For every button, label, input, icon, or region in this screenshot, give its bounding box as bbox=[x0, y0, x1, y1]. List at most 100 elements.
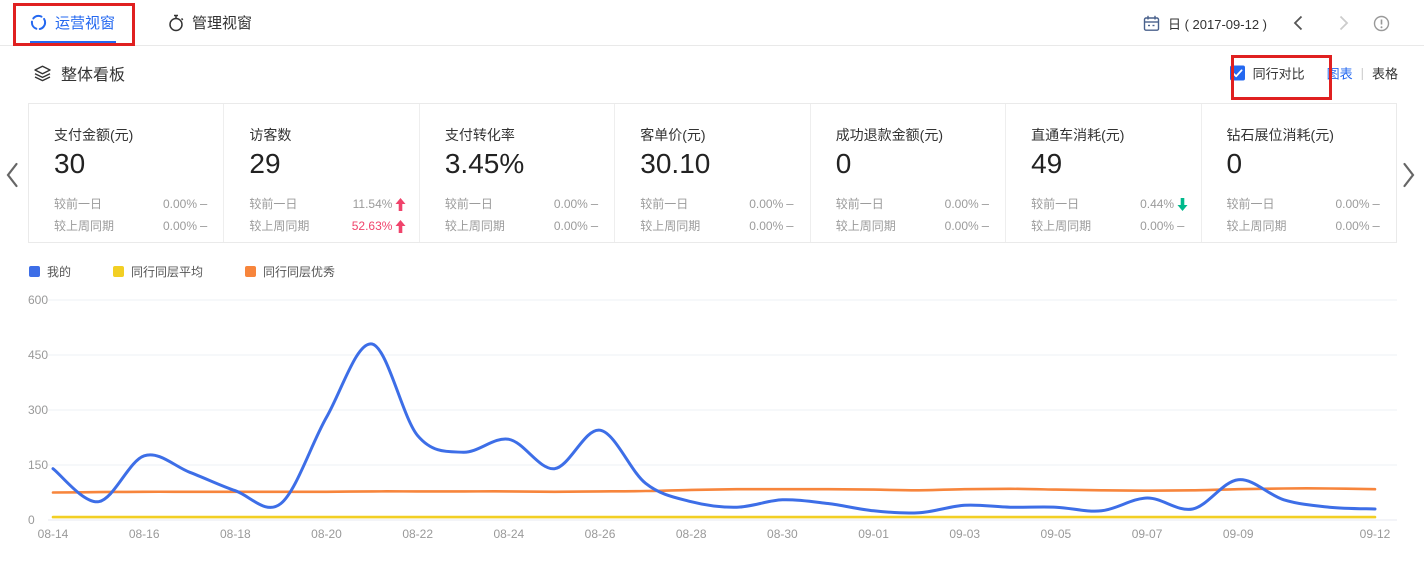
shield-cycle-icon bbox=[30, 14, 47, 31]
kpi-title: 访客数 bbox=[249, 127, 292, 143]
layers-icon bbox=[33, 64, 52, 82]
svg-text:600: 600 bbox=[28, 293, 48, 307]
section-title: 整体看板 bbox=[61, 67, 126, 84]
kpi-change-row: 较上周同期 0.00% bbox=[54, 215, 216, 237]
trend-indicator-icon bbox=[982, 220, 998, 233]
section-title-group: 整体看板 bbox=[33, 61, 125, 85]
trend-indicator-icon bbox=[591, 198, 607, 211]
kpi-change-label: 较前一日 bbox=[249, 197, 298, 211]
legend-item-peer-average[interactable]: 同行同层平均 bbox=[113, 263, 203, 280]
peer-compare-label[interactable]: 同行对比 bbox=[1252, 66, 1305, 82]
svg-text:450: 450 bbox=[28, 348, 48, 362]
stopwatch-icon bbox=[168, 14, 184, 32]
kpi-change-row: 较前一日 0.00% bbox=[54, 193, 216, 215]
section-controls: 同行对比 图表 | 表格 bbox=[1229, 64, 1398, 83]
tab-operations-label: 运营视窗 bbox=[55, 15, 116, 32]
svg-text:09-03: 09-03 bbox=[949, 527, 980, 541]
kpi-change-value: 11.54% bbox=[352, 197, 393, 211]
trend-indicator-icon bbox=[395, 219, 411, 233]
kpi-change-row: 较前一日 0.00% bbox=[640, 193, 802, 215]
legend-swatch-peer-average bbox=[113, 266, 125, 277]
view-toggle-chart[interactable]: 图表 bbox=[1326, 66, 1353, 82]
kpi-change-row: 较上周同期 0.00% bbox=[445, 215, 607, 237]
kpi-card-avg-order-value[interactable]: 客单价(元) 30.10 较前一日 0.00% 较上周同期 0.00% bbox=[614, 104, 809, 242]
legend-item-peer-excellent[interactable]: 同行同层优秀 bbox=[245, 263, 335, 280]
kpi-change-value: 0.00% bbox=[162, 219, 197, 233]
svg-text:09-01: 09-01 bbox=[858, 527, 889, 541]
kpi-title: 钻石展位消耗(元) bbox=[1226, 127, 1334, 143]
kpi-change-label: 较上周同期 bbox=[1031, 219, 1092, 233]
kpi-card-ztc-spend[interactable]: 直通车消耗(元) 49 较前一日 0.44% 较上周同期 0.00% bbox=[1005, 104, 1200, 242]
date-picker-value[interactable]: 日 ( 2017-09-12 ) bbox=[1168, 16, 1267, 32]
kpi-change-value: 0.00% bbox=[553, 197, 588, 211]
svg-text:08-14: 08-14 bbox=[38, 527, 69, 541]
legend-swatch-mine bbox=[29, 266, 40, 277]
kpi-card-refund-amount[interactable]: 成功退款金额(元) 0 较前一日 0.00% 较上周同期 0.00% bbox=[809, 104, 1005, 242]
kpi-card-conversion-rate[interactable]: 支付转化率 3.45% 较前一日 0.00% 较上周同期 0.00% bbox=[418, 104, 614, 242]
trend-indicator-icon bbox=[786, 220, 802, 233]
svg-text:08-26: 08-26 bbox=[585, 527, 616, 541]
cards-prev-arrow-icon[interactable] bbox=[5, 162, 19, 188]
kpi-change-value: 0.00% bbox=[1335, 197, 1370, 211]
kpi-change-row: 较上周同期 0.00% bbox=[836, 215, 998, 237]
info-circle-icon[interactable] bbox=[1373, 15, 1390, 32]
svg-text:150: 150 bbox=[28, 458, 48, 472]
trend-indicator-icon bbox=[200, 220, 216, 233]
legend-label: 我的 bbox=[47, 265, 72, 279]
kpi-value: 29 bbox=[249, 148, 281, 179]
chevron-left-icon[interactable] bbox=[1293, 15, 1304, 31]
kpi-title: 直通车消耗(元) bbox=[1031, 127, 1125, 143]
kpi-card-strip: 支付金额(元) 30 较前一日 0.00% 较上周同期 0.00% 访 bbox=[28, 103, 1397, 243]
dashboard-section-bar: 整体看板 同行对比 图表 | 表格 bbox=[0, 46, 1424, 100]
svg-text:09-05: 09-05 bbox=[1041, 527, 1072, 541]
trend-indicator-icon bbox=[591, 220, 607, 233]
kpi-change-row: 较前一日 0.44% bbox=[1031, 193, 1193, 215]
legend-item-mine[interactable]: 我的 bbox=[29, 263, 71, 280]
kpi-change-label: 较上周同期 bbox=[249, 219, 310, 233]
kpi-change-value: 0.00% bbox=[553, 219, 588, 233]
svg-text:08-22: 08-22 bbox=[402, 527, 433, 541]
kpi-change-value: 0.00% bbox=[944, 219, 979, 233]
chevron-right-icon[interactable] bbox=[1338, 15, 1349, 31]
view-toggle-table[interactable]: 表格 bbox=[1371, 66, 1398, 82]
svg-text:08-28: 08-28 bbox=[676, 527, 707, 541]
svg-text:08-18: 08-18 bbox=[220, 527, 251, 541]
kpi-change-row: 较前一日 0.00% bbox=[836, 193, 998, 215]
kpi-card-visitors[interactable]: 访客数 29 较前一日 11.54% 较上周同期 52.63% bbox=[223, 104, 418, 242]
active-tab-underline bbox=[30, 41, 116, 44]
kpi-change-value: 0.00% bbox=[1140, 219, 1175, 233]
kpi-card-zuanshi-spend[interactable]: 钻石展位消耗(元) 0 较前一日 0.00% 较上周同期 0.00% bbox=[1200, 104, 1396, 242]
trend-indicator-icon bbox=[786, 198, 802, 211]
kpi-change-label: 较前一日 bbox=[54, 197, 103, 211]
svg-text:0: 0 bbox=[28, 513, 35, 527]
kpi-change-value: 0.00% bbox=[749, 197, 784, 211]
trend-indicator-icon bbox=[982, 198, 998, 211]
tab-management-label: 管理视窗 bbox=[192, 15, 253, 32]
kpi-change-row: 较上周同期 0.00% bbox=[1031, 215, 1193, 237]
peer-compare-checkbox[interactable] bbox=[1229, 65, 1245, 81]
kpi-change-value: 0.00% bbox=[1335, 219, 1370, 233]
kpi-value: 0 bbox=[835, 148, 852, 179]
kpi-card-payment-amount[interactable]: 支付金额(元) 30 较前一日 0.00% 较上周同期 0.00% bbox=[29, 104, 223, 242]
tab-management-view[interactable]: 管理视窗 bbox=[168, 0, 252, 45]
kpi-change-label: 较上周同期 bbox=[444, 219, 505, 233]
kpi-title: 成功退款金额(元) bbox=[835, 127, 944, 143]
trend-indicator-icon bbox=[200, 198, 216, 211]
trend-chart-svg: 0 150 300 450 600 08-14 08-16 08-18 08-20 08-22 08… bbox=[28, 293, 1397, 541]
kpi-change-label: 较前一日 bbox=[835, 197, 884, 211]
legend-swatch-peer-excellent bbox=[245, 266, 257, 277]
kpi-change-label: 较前一日 bbox=[1031, 197, 1080, 211]
trend-indicator-icon bbox=[1373, 220, 1389, 233]
tab-operations-view[interactable]: 运营视窗 bbox=[30, 0, 115, 45]
kpi-change-row: 较上周同期 52.63% bbox=[249, 215, 411, 237]
kpi-change-row: 较上周同期 0.00% bbox=[1227, 215, 1389, 237]
cards-next-arrow-icon[interactable] bbox=[1402, 162, 1416, 188]
calendar-icon[interactable] bbox=[1143, 15, 1160, 32]
kpi-title: 客单价(元) bbox=[640, 127, 706, 143]
kpi-change-label: 较上周同期 bbox=[1226, 219, 1287, 233]
svg-text:09-12: 09-12 bbox=[1360, 527, 1391, 541]
kpi-change-value: 52.63% bbox=[351, 219, 393, 233]
top-nav-bar: 运营视窗 管理视窗 日 ( 2017-09-12 ) bbox=[0, 0, 1424, 46]
kpi-value: 49 bbox=[1031, 148, 1063, 179]
kpi-title: 支付金额(元) bbox=[54, 127, 134, 143]
